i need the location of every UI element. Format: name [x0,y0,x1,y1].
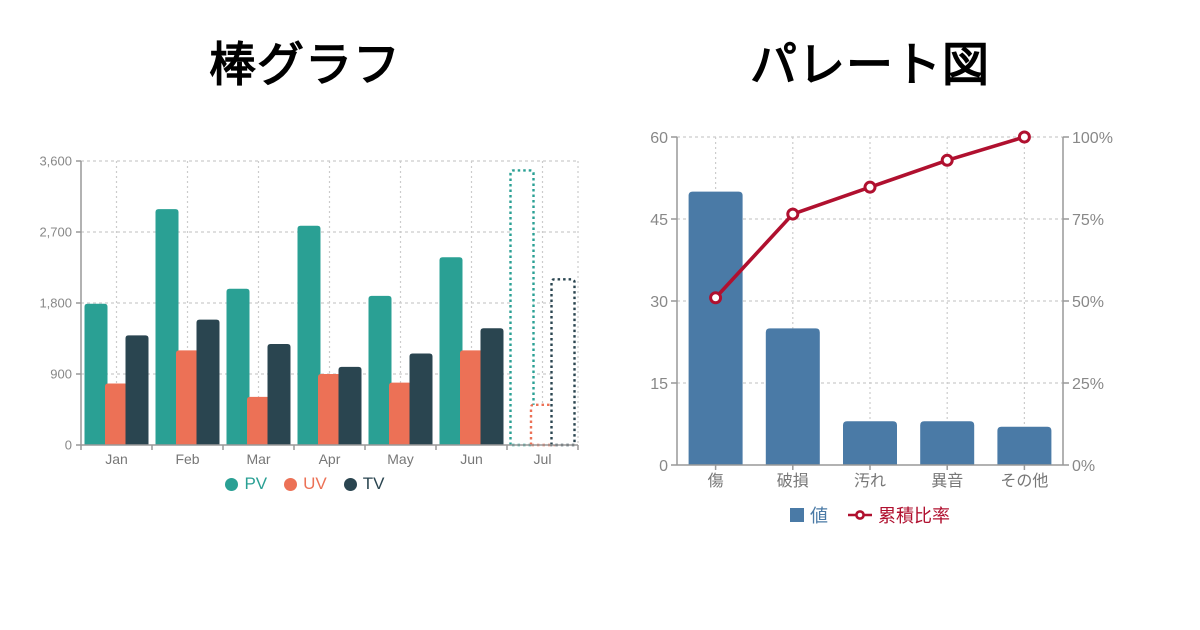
bar-UV-Mar [247,396,270,445]
svg-text:Mar: Mar [246,451,270,467]
svg-text:2,700: 2,700 [39,225,72,240]
bar-TV-May [409,353,433,445]
bar-UV-Feb [176,350,199,445]
svg-text:破損: 破損 [777,472,809,490]
svg-text:Jan: Jan [105,451,128,467]
pareto-axes: 0 15 30 45 60 0% 25% 50% 75% 100% 傷 破損 汚れ 異音 その他 [650,130,1113,490]
bar-series-UV [105,350,556,447]
svg-text:45: 45 [650,212,668,229]
svg-text:900: 900 [50,367,72,382]
legend-label-value: 値 [810,506,828,526]
svg-text:0%: 0% [1072,458,1095,475]
pareto-chart-legend: 値 累積比率 [600,502,1140,528]
cumulative-point-その他 [1017,130,1031,144]
bar-PV-Apr [297,225,321,445]
legend-item-cumulative[interactable]: 累積比率 [848,502,950,528]
cumulative-point-傷 [709,291,723,305]
legend-item-PV[interactable]: PV [225,474,267,494]
bar-TV-Apr [338,366,362,445]
svg-text:汚れ: 汚れ [854,472,886,490]
cumulative-point-異音 [940,153,954,167]
pareto-gridlines [677,136,1063,465]
svg-text:30: 30 [650,294,668,311]
legend-label-TV: TV [362,474,385,493]
svg-text:0: 0 [659,458,668,475]
pareto-chart-title: パレート図 [750,38,990,91]
bar-UV-Jan [105,383,128,445]
bar-UV-Jun [460,350,483,445]
legend-label-UV: UV [303,474,327,493]
bar-chart-title: 棒グラフ [209,38,401,91]
forecast-bar-UV-Jul [529,403,556,447]
bar-PV-Jan [84,303,108,445]
svg-text:3,600: 3,600 [39,154,72,169]
bar-chart-axes: 0 900 1,800 2,700 3,600 Jan Feb Mar Apr May Jun Jul [39,154,579,467]
pareto-bar-汚れ [843,421,897,465]
legend-item-value[interactable]: 値 [790,502,828,528]
svg-text:May: May [387,451,413,467]
legend-marker-UV [284,477,298,491]
bar-TV-Jun [480,328,504,445]
svg-text:Jun: Jun [460,451,483,467]
bar-TV-Jan [125,335,149,445]
bar-chart-legend: PV UV TV [0,474,610,494]
legend-item-UV[interactable]: UV [284,474,327,494]
line-circle-marker-icon [848,510,872,520]
pareto-bar-異音 [920,421,975,465]
svg-text:Apr: Apr [319,451,341,467]
pareto-bar-その他 [997,426,1052,465]
svg-text:その他: その他 [1000,472,1048,490]
svg-text:60: 60 [650,130,668,147]
bar-chart-plot: 0 900 1,800 2,700 3,600 Jan Feb Mar Apr May Jun Jul [39,154,579,467]
bar-series-PV [84,169,535,447]
legend-item-TV[interactable]: TV [343,474,385,494]
svg-text:Feb: Feb [175,451,199,467]
bar-PV-Mar [226,288,250,445]
svg-text:50%: 50% [1072,294,1104,311]
pareto-bar-破損 [765,328,820,465]
svg-text:75%: 75% [1072,212,1104,229]
svg-text:傷: 傷 [708,472,724,490]
bar-PV-Jun [439,257,463,445]
svg-text:15: 15 [650,376,668,393]
legend-label-cumulative: 累積比率 [878,506,950,526]
legend-label-PV: PV [244,474,268,493]
cumulative-point-破損 [786,207,800,221]
bar-TV-Feb [196,319,220,445]
svg-text:Jul: Jul [534,451,552,467]
cumulative-point-汚れ [863,180,877,194]
legend-marker-TV [343,477,357,491]
bar-series-TV [125,278,576,447]
bar-PV-May [368,295,392,445]
svg-text:100%: 100% [1072,130,1113,147]
forecast-bar-TV-Jul [550,278,576,447]
bar-PV-Feb [155,209,179,445]
cumulative-line [709,130,1031,305]
svg-text:1,800: 1,800 [39,296,72,311]
pareto-bar-傷 [688,191,743,465]
svg-text:25%: 25% [1072,376,1104,393]
pareto-chart-plot: 0 15 30 45 60 0% 25% 50% 75% 100% 傷 破損 汚れ 異音 その他 [650,130,1113,490]
svg-text:0: 0 [65,438,72,453]
svg-text:異音: 異音 [931,472,963,490]
bar-TV-Mar [267,344,291,445]
legend-marker-PV [225,477,239,491]
forecast-bar-PV-Jul [509,169,535,447]
bar-UV-May [389,382,412,445]
bar-legend-square-icon [790,508,804,522]
bar-UV-Apr [318,374,341,445]
pareto-bars [688,191,1052,465]
